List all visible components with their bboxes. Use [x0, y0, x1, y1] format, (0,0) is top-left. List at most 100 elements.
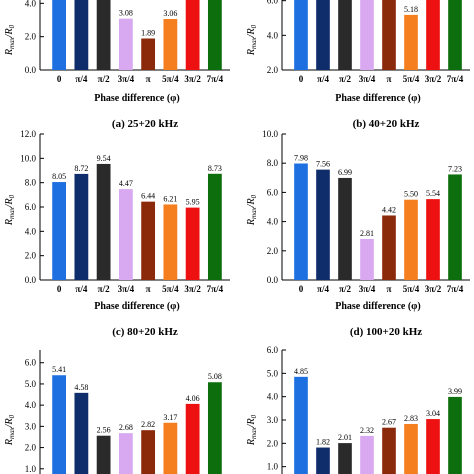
y-axis-label-part: /R: [4, 198, 15, 208]
x-tick-label: 7π/4: [207, 284, 224, 294]
x-tick-label: π/2: [98, 284, 110, 294]
x-tick-label: 3π/4: [359, 284, 376, 294]
x-tick-label: 0: [57, 284, 62, 294]
bar-3π/2: [426, 199, 440, 280]
x-tick-label: 7π/4: [207, 74, 224, 84]
x-tick-label: 3π/2: [184, 74, 201, 84]
bar-data-label: 3.06: [163, 9, 177, 18]
bar-π/2: [96, 0, 111, 70]
bar-π/2: [338, 443, 352, 474]
panel-caption: (c) 80+20 kHz: [112, 326, 178, 338]
bar-data-label: 6.44: [141, 192, 155, 201]
bar-3π/4: [360, 0, 374, 70]
bar-π/2: [96, 163, 111, 280]
bar-π: [382, 427, 396, 474]
bar-3π/4: [360, 238, 374, 280]
x-tick-label: π: [387, 74, 392, 84]
y-tick-label: 1.0: [267, 462, 279, 472]
y-axis-label-part: R: [4, 219, 15, 226]
bar-data-label: 5.54: [426, 189, 440, 198]
bar-data-label: 8.73: [208, 164, 222, 173]
bar-0: [294, 0, 308, 70]
bar-data-label: 3.17: [163, 413, 177, 422]
chart-panel-a: 0.02.04.06.0Rmax/R00π/4π/23.083π/41.89π3…: [4, 0, 230, 130]
x-tick-label: 5π/4: [403, 74, 420, 84]
x-axis-title: Phase difference (φ): [94, 93, 179, 104]
y-tick-label: 0.0: [25, 275, 37, 285]
bar-π/4: [74, 0, 89, 70]
y-tick-label: 2.0: [25, 32, 37, 42]
bar-π/4: [316, 0, 330, 70]
bar-data-label: 2.32: [360, 426, 374, 435]
bar-data-label: 6.99: [338, 168, 352, 177]
y-tick-label: 3.0: [267, 415, 279, 425]
y-tick-label: 12.0: [20, 129, 36, 139]
y-tick-label: 2.0: [25, 443, 37, 453]
y-tick-label: 6.0: [25, 358, 37, 368]
bar-π/4: [316, 169, 330, 280]
y-tick-label: 5.0: [267, 368, 279, 378]
bar-data-label: 7.23: [448, 164, 462, 173]
x-axis-title: Phase difference (φ): [94, 301, 179, 312]
bar-5π/4: [163, 19, 178, 70]
y-axis-label-part: R: [246, 439, 257, 446]
bar-data-label: 5.95: [186, 198, 200, 207]
x-tick-label: 0: [299, 74, 304, 84]
bar-7π/4: [207, 0, 222, 70]
y-axis-label-part: /R: [4, 28, 15, 38]
bar-π: [382, 215, 396, 280]
chart-panel-c: 0.02.04.06.08.010.012.0Rmax/R08.0508.72π…: [4, 129, 230, 338]
bar-π/4: [74, 173, 89, 280]
x-tick-label: 0: [299, 284, 304, 294]
x-tick-label: 7π/4: [447, 284, 464, 294]
y-axis-label-subscript: max: [250, 206, 258, 219]
bar-7π/4: [448, 174, 462, 280]
bar-data-label: 2.68: [119, 423, 133, 432]
bar-3π/4: [118, 18, 133, 71]
y-tick-label: 10.0: [20, 153, 36, 163]
y-tick-label: 2.0: [267, 65, 279, 75]
bar-data-label: 3.99: [448, 387, 462, 396]
bar-data-label: 2.82: [141, 420, 155, 429]
bar-0: [52, 0, 67, 70]
bar-0: [52, 375, 67, 474]
bar-3π/2: [426, 419, 440, 474]
y-axis-label: Rmax/R0: [4, 24, 16, 56]
bar-0: [52, 182, 67, 280]
x-tick-label: π: [146, 284, 151, 294]
bar-data-label: 7.56: [316, 160, 330, 169]
y-axis-label-subscript: 0: [250, 194, 258, 198]
x-tick-label: 7π/4: [447, 74, 464, 84]
bar-data-label: 2.67: [382, 418, 396, 427]
bar-3π/4: [118, 189, 133, 280]
bar-π/4: [316, 447, 330, 474]
bar-3π/2: [185, 207, 200, 280]
y-axis-label-subscript: max: [8, 206, 16, 219]
chart-panel-b: 2.04.06.08.0Rmax/R00π/4π/27.473π/46.83π5…: [246, 0, 470, 130]
bar-3π/4: [118, 433, 133, 474]
bar-7π/4: [448, 0, 462, 70]
y-tick-label: 1.0: [25, 464, 37, 474]
bar-data-label: 5.41: [52, 365, 66, 374]
y-axis-label-subscript: max: [250, 426, 258, 439]
bar-data-label: 5.50: [404, 190, 418, 199]
bar-data-label: 2.83: [404, 414, 418, 423]
bar-7π/4: [207, 173, 222, 280]
y-tick-label: 8.0: [25, 178, 37, 188]
x-tick-label: π/4: [317, 284, 329, 294]
x-tick-label: 5π/4: [403, 284, 420, 294]
y-axis-label-subscript: 0: [250, 24, 258, 28]
y-tick-label: 2.0: [267, 246, 279, 256]
y-tick-label: 2.0: [25, 251, 37, 261]
y-axis-label-part: R: [246, 219, 257, 226]
x-tick-label: 3π/4: [118, 284, 135, 294]
y-tick-label: 4.0: [267, 30, 279, 40]
y-tick-label: 8.0: [267, 158, 279, 168]
panel-caption: (d) 100+20 kHz: [350, 326, 422, 338]
y-axis-label-subscript: 0: [8, 414, 16, 418]
bar-7π/4: [448, 396, 462, 474]
bar-5π/4: [163, 422, 178, 474]
x-tick-label: π/2: [98, 74, 110, 84]
bar-data-label: 3.08: [119, 9, 133, 18]
y-tick-label: 6.0: [25, 202, 37, 212]
